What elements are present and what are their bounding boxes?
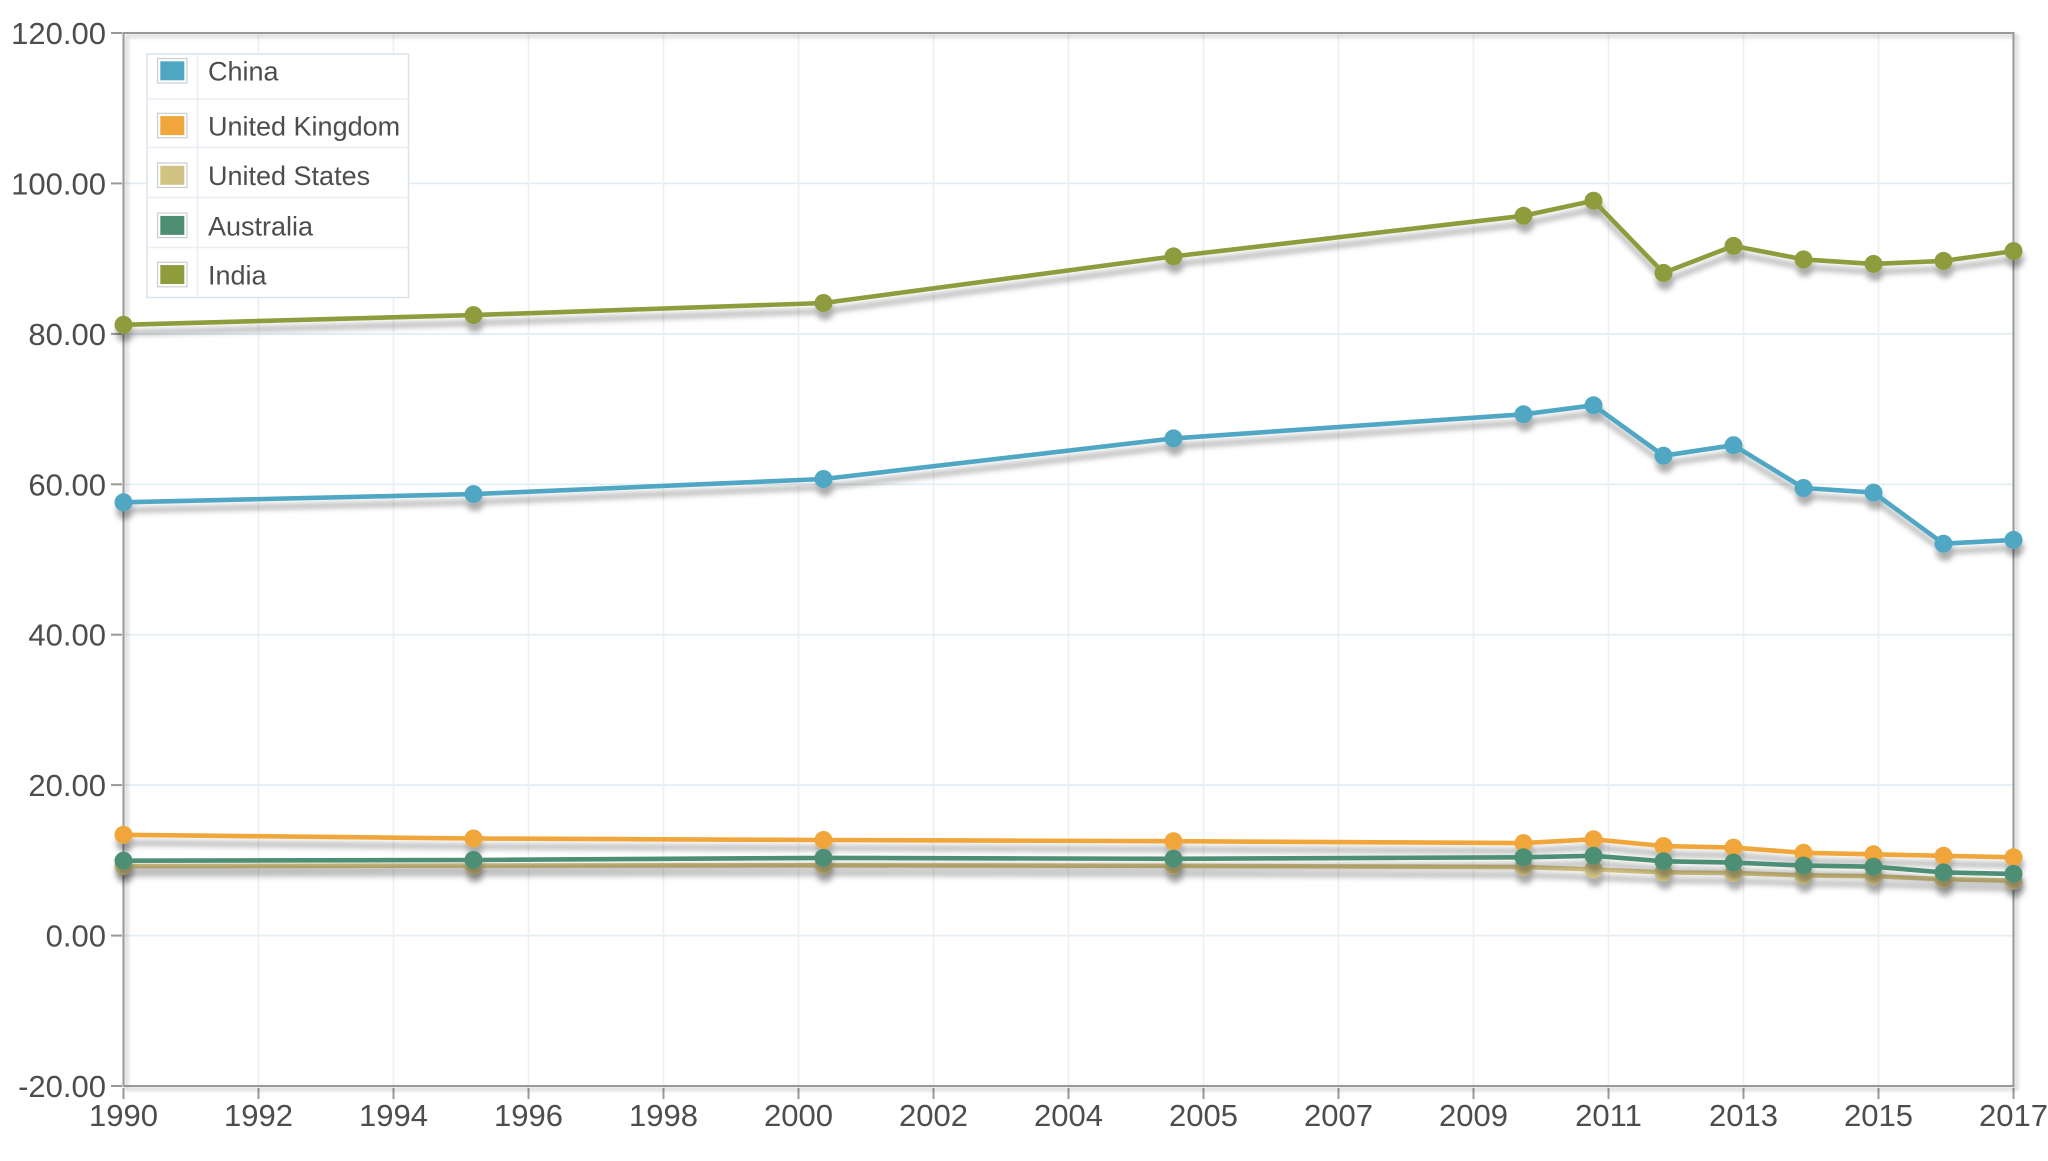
svg-text:2004: 2004: [1034, 1098, 1103, 1133]
svg-text:40.00: 40.00: [28, 618, 106, 653]
svg-text:100.00: 100.00: [11, 166, 106, 201]
svg-text:120.00: 120.00: [11, 16, 106, 51]
svg-text:United States: United States: [208, 161, 370, 191]
svg-text:2005: 2005: [1169, 1098, 1238, 1133]
svg-text:80.00: 80.00: [28, 317, 106, 352]
svg-text:Australia: Australia: [208, 211, 314, 241]
svg-text:20.00: 20.00: [28, 768, 106, 803]
svg-text:2015: 2015: [1844, 1098, 1913, 1133]
svg-text:2000: 2000: [764, 1098, 833, 1133]
svg-text:1996: 1996: [494, 1098, 563, 1133]
svg-text:1994: 1994: [359, 1098, 428, 1133]
svg-text:0.00: 0.00: [46, 919, 106, 954]
svg-text:-20.00: -20.00: [18, 1069, 106, 1104]
svg-text:2007: 2007: [1304, 1098, 1373, 1133]
svg-text:United Kingdom: United Kingdom: [208, 112, 400, 142]
svg-text:1990: 1990: [89, 1098, 158, 1133]
svg-text:India: India: [208, 261, 268, 291]
svg-text:1992: 1992: [224, 1098, 293, 1133]
svg-text:2013: 2013: [1709, 1098, 1778, 1133]
svg-text:2017: 2017: [1979, 1098, 2048, 1133]
svg-text:2002: 2002: [899, 1098, 968, 1133]
svg-text:2011: 2011: [1575, 1098, 1642, 1133]
svg-text:1998: 1998: [629, 1098, 698, 1133]
svg-text:China: China: [208, 57, 280, 87]
svg-text:60.00: 60.00: [28, 467, 106, 502]
svg-text:2009: 2009: [1439, 1098, 1508, 1133]
